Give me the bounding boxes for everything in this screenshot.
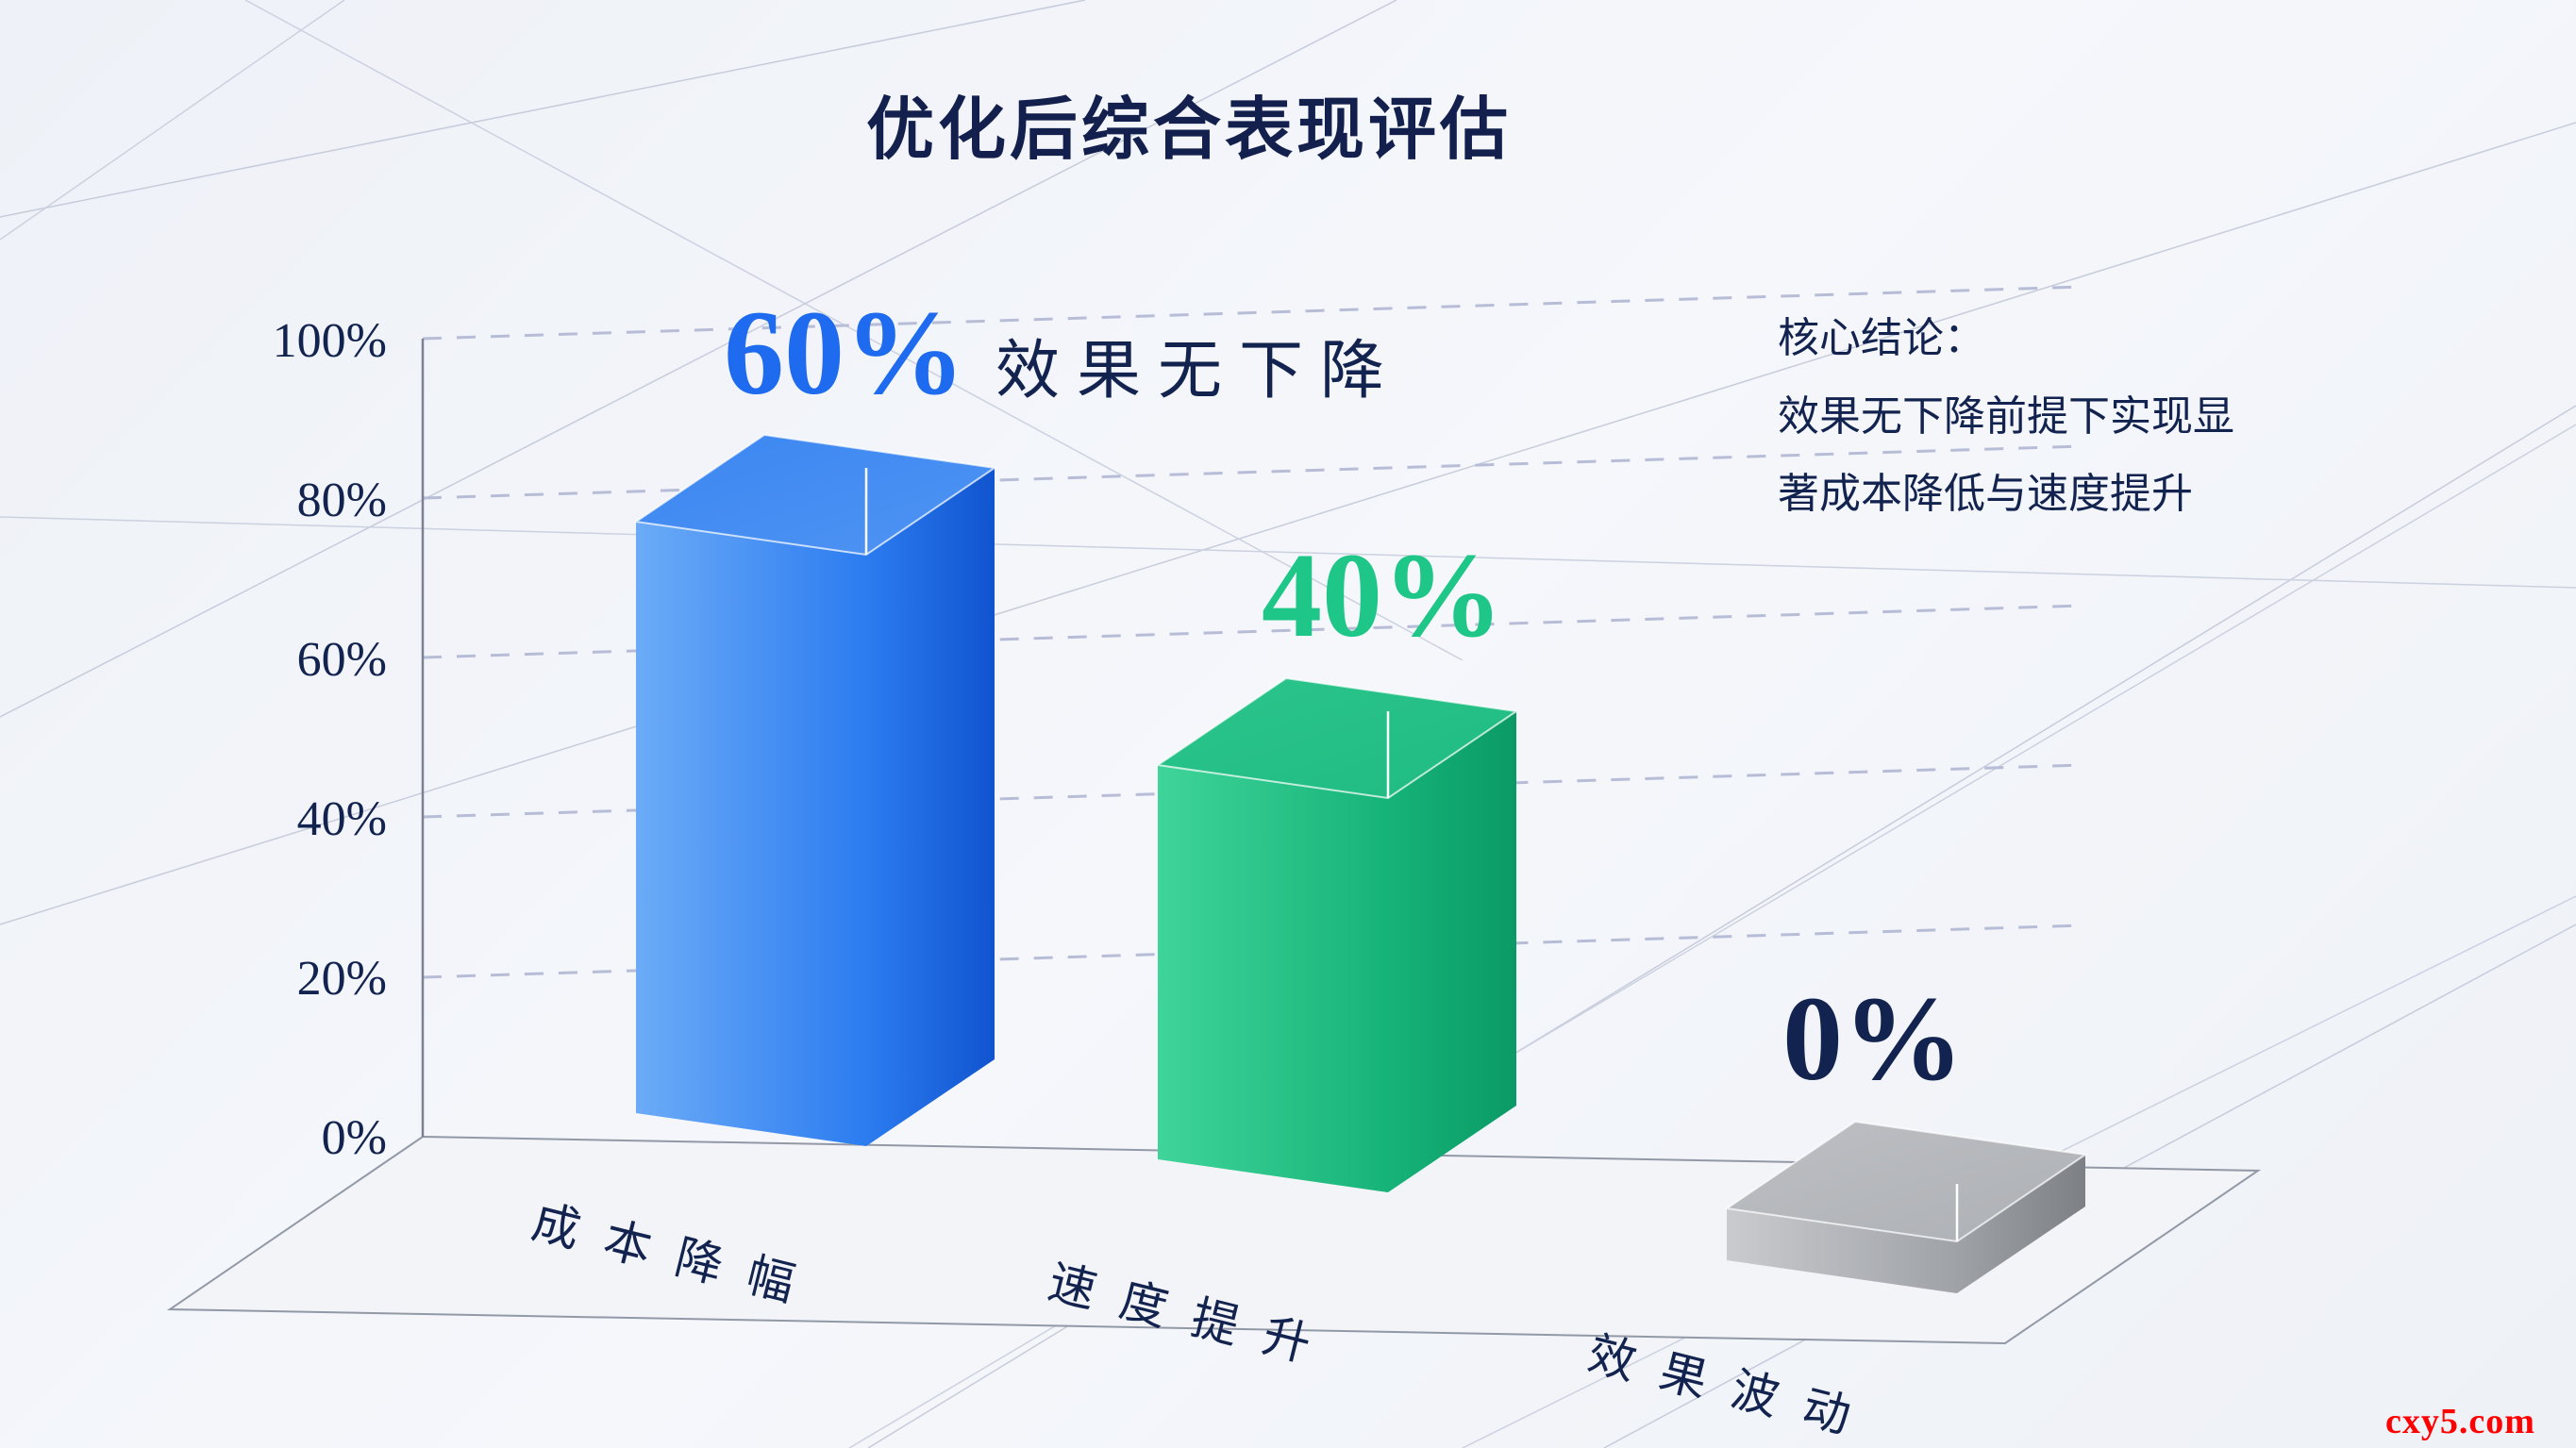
svg-text:100%: 100% bbox=[273, 314, 387, 368]
svg-text:40%: 40% bbox=[297, 792, 387, 846]
svg-text:80%: 80% bbox=[297, 474, 387, 527]
svg-text:60%: 60% bbox=[297, 633, 387, 687]
svg-text:0%: 0% bbox=[322, 1111, 387, 1165]
svg-text:20%: 20% bbox=[297, 952, 387, 1006]
